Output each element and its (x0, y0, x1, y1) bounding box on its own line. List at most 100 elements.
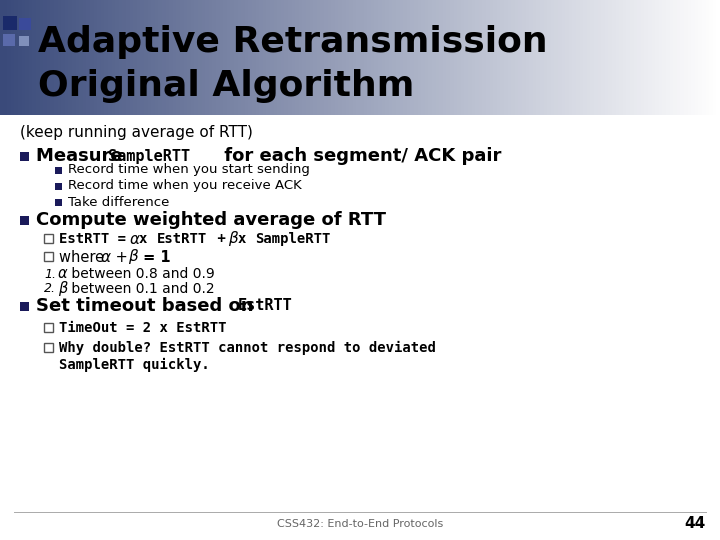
Text: between 0.1 and 0.2: between 0.1 and 0.2 (67, 282, 215, 296)
Bar (396, 0, 400, 115)
Bar (569, 0, 573, 115)
Bar (702, 0, 706, 115)
Bar (187, 0, 192, 115)
Text: α: α (58, 267, 68, 281)
Bar (331, 0, 336, 115)
Bar (86, 0, 91, 115)
Text: β: β (128, 249, 138, 265)
Bar (72, 0, 76, 115)
Bar (263, 0, 267, 115)
Bar (576, 0, 580, 115)
Bar (90, 0, 94, 115)
Bar (133, 0, 138, 115)
Bar (148, 0, 152, 115)
Bar (526, 0, 530, 115)
Bar (648, 0, 652, 115)
Text: Original Algorithm: Original Algorithm (38, 69, 415, 103)
Text: x: x (238, 232, 255, 246)
Bar (540, 0, 544, 115)
Bar (7, 0, 12, 115)
Bar (590, 0, 595, 115)
Bar (468, 0, 472, 115)
Text: Set timeout based on: Set timeout based on (36, 297, 260, 315)
Bar (194, 0, 199, 115)
Bar (367, 0, 372, 115)
Bar (126, 0, 130, 115)
Bar (356, 0, 361, 115)
Bar (119, 0, 123, 115)
Bar (644, 0, 649, 115)
FancyBboxPatch shape (44, 234, 53, 243)
Bar (169, 0, 174, 115)
Bar (655, 0, 660, 115)
Bar (562, 0, 566, 115)
Bar (421, 0, 426, 115)
Bar (428, 0, 433, 115)
Text: +: + (209, 232, 234, 246)
Text: x: x (139, 232, 156, 246)
Bar (446, 0, 451, 115)
Bar (601, 0, 606, 115)
Bar (598, 0, 602, 115)
Bar (558, 0, 562, 115)
Bar (281, 0, 285, 115)
Text: α: α (130, 232, 140, 246)
Bar (101, 0, 105, 115)
Text: EstRTT: EstRTT (238, 299, 293, 314)
Bar (47, 0, 51, 115)
Bar (662, 0, 667, 115)
Bar (317, 0, 321, 115)
Bar (695, 0, 699, 115)
Bar (144, 0, 148, 115)
Bar (688, 0, 692, 115)
FancyBboxPatch shape (3, 34, 15, 46)
Bar (238, 0, 242, 115)
Bar (436, 0, 440, 115)
Text: β: β (58, 281, 68, 296)
Text: between 0.8 and 0.9: between 0.8 and 0.9 (67, 267, 215, 281)
Text: Record time when you receive ACK: Record time when you receive ACK (68, 179, 302, 192)
Text: (keep running average of RTT): (keep running average of RTT) (20, 125, 253, 139)
FancyBboxPatch shape (55, 199, 62, 206)
Bar (79, 0, 84, 115)
Bar (371, 0, 375, 115)
Bar (216, 0, 220, 115)
Bar (414, 0, 418, 115)
Bar (112, 0, 116, 115)
Bar (608, 0, 613, 115)
Bar (184, 0, 188, 115)
Bar (18, 0, 22, 115)
Bar (443, 0, 447, 115)
Bar (292, 0, 296, 115)
Bar (176, 0, 181, 115)
Bar (302, 0, 307, 115)
Bar (324, 0, 328, 115)
Bar (115, 0, 120, 115)
Bar (706, 0, 710, 115)
Bar (670, 0, 674, 115)
Bar (382, 0, 386, 115)
Bar (612, 0, 616, 115)
Text: 1.: 1. (44, 267, 56, 280)
Text: TimeOut = 2 x EstRTT: TimeOut = 2 x EstRTT (59, 321, 227, 335)
Bar (162, 0, 166, 115)
Bar (295, 0, 300, 115)
Bar (713, 0, 717, 115)
Bar (680, 0, 685, 115)
FancyBboxPatch shape (44, 252, 53, 261)
Bar (338, 0, 343, 115)
Bar (220, 0, 224, 115)
Bar (25, 0, 30, 115)
Text: for each segment/ ACK pair: for each segment/ ACK pair (218, 147, 501, 165)
Bar (475, 0, 480, 115)
Bar (400, 0, 404, 115)
FancyBboxPatch shape (20, 216, 29, 225)
Text: EstRTT =: EstRTT = (59, 232, 135, 246)
Bar (205, 0, 210, 115)
Bar (68, 0, 73, 115)
Bar (299, 0, 303, 115)
Bar (248, 0, 253, 115)
FancyBboxPatch shape (55, 183, 62, 190)
Bar (234, 0, 238, 115)
Bar (698, 0, 703, 115)
